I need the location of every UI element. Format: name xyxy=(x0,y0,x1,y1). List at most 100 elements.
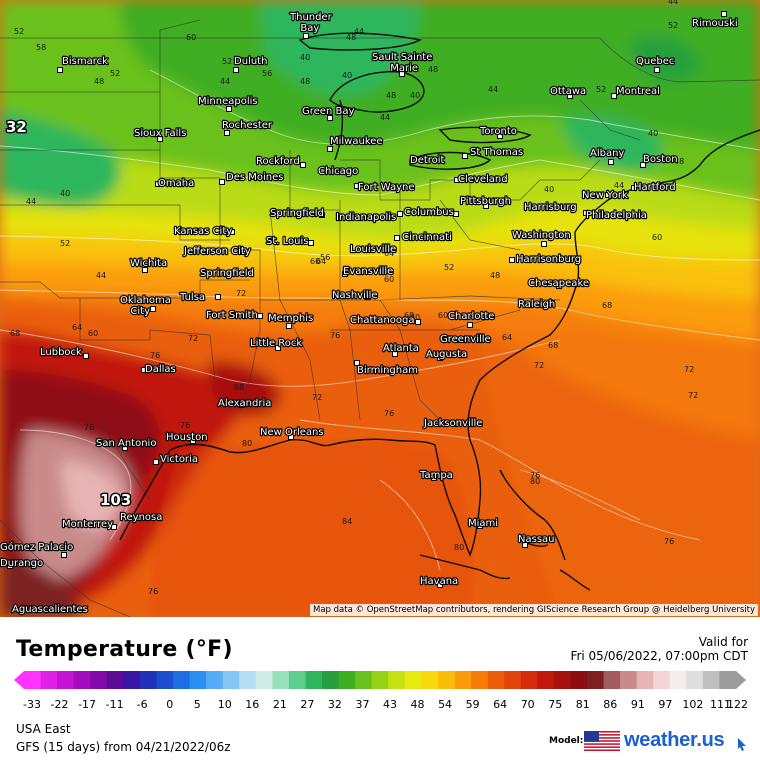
city-label: Rochester xyxy=(222,120,273,131)
colorbar-swatch xyxy=(603,671,621,689)
city-marker xyxy=(549,300,555,306)
city-marker xyxy=(303,33,309,39)
city-marker xyxy=(509,257,515,263)
city-marker xyxy=(365,294,371,300)
city-label: Fort Wayne xyxy=(358,182,415,193)
city-label: Augusta xyxy=(426,349,467,360)
colorbar-swatch xyxy=(189,671,207,689)
isotherm-label: 40 xyxy=(300,53,310,62)
city-marker xyxy=(436,157,442,163)
colorbar-tick-label: 64 xyxy=(493,698,507,711)
city-marker xyxy=(122,445,128,451)
model-label: Model: xyxy=(549,736,584,746)
city-label: Montreal xyxy=(616,86,660,97)
colorbar-tick-label: 91 xyxy=(631,698,645,711)
temperature-map[interactable]: 52 58 60 52 48 52 56 48 44 40 48 44 40 48 44 40 48 44 52 52… xyxy=(0,0,760,617)
city-label: Cincinnati xyxy=(402,232,452,243)
colorbar-swatch xyxy=(454,671,472,689)
city-label: Harrisburg xyxy=(524,202,577,213)
city-marker xyxy=(415,319,421,325)
city-marker xyxy=(7,563,13,569)
colorbar-tick-label: 111 xyxy=(710,698,731,711)
city-marker xyxy=(431,475,437,481)
colorbar-tick-label: 10 xyxy=(218,698,232,711)
isotherm-label: 40 xyxy=(410,91,420,100)
city-marker xyxy=(247,269,253,275)
city-label: Cleveland xyxy=(458,174,508,185)
city-label: Minneapolis xyxy=(198,96,258,107)
isotherm-label: 76 xyxy=(330,331,340,340)
isotherm-label: 64 xyxy=(72,323,82,332)
isotherm-label: 48 xyxy=(674,157,684,166)
colorbar-swatch xyxy=(123,671,141,689)
colorbar-swatch xyxy=(73,671,91,689)
city-label: Washington xyxy=(512,230,571,241)
city-marker xyxy=(640,162,646,168)
colorbar-swatch xyxy=(272,671,290,689)
city-label: Bismarck xyxy=(62,56,108,67)
city-marker xyxy=(354,360,360,366)
legend-title: Temperature (°F) xyxy=(16,637,233,662)
city-marker xyxy=(497,133,503,139)
city-marker xyxy=(437,355,443,361)
city-label: Reynosa xyxy=(120,512,162,523)
colorbar-tick-label: 27 xyxy=(300,698,314,711)
colorbar-swatch xyxy=(388,671,406,689)
city-marker xyxy=(308,240,314,246)
colorbar-swatch xyxy=(206,671,224,689)
city-label: Boston xyxy=(643,154,678,165)
isotherm-label: 52 xyxy=(14,27,24,36)
colorbar-swatch xyxy=(90,671,108,689)
city-marker xyxy=(384,246,390,252)
city-label: Monterrey xyxy=(62,519,113,530)
arrow-logo-icon xyxy=(738,738,746,751)
city-marker xyxy=(219,179,225,185)
isotherm-label: 68 xyxy=(548,341,558,350)
isotherm-label: 44 xyxy=(488,85,498,94)
isotherm-label: 72 xyxy=(534,361,544,370)
colorbar-tick-label: 16 xyxy=(245,698,259,711)
isotherm-label: 48 xyxy=(490,271,500,280)
colorbar-swatch xyxy=(586,671,605,689)
isotherm-label: 48 xyxy=(428,65,438,74)
city-label: Evansville xyxy=(343,266,393,277)
city-marker xyxy=(155,181,161,187)
colorbar-swatch xyxy=(471,671,489,689)
city-marker xyxy=(453,211,459,217)
isotherm-label: 52 xyxy=(110,69,120,78)
city-marker xyxy=(611,93,617,99)
city-marker xyxy=(605,192,611,198)
colorbar-tick-label: -11 xyxy=(106,698,124,711)
city-label: Jefferson City xyxy=(183,246,251,257)
city-label: Nashville xyxy=(332,290,378,301)
city-marker xyxy=(224,130,230,136)
isotherm-label: 56 xyxy=(320,253,330,262)
isotherm-label: 76 xyxy=(530,471,540,480)
map-attribution: Map data © OpenStreetMap contributors, r… xyxy=(310,604,758,616)
gulf-of-mexico xyxy=(150,330,760,617)
region-label: USA East xyxy=(16,722,71,736)
city-label: Harrisonburg xyxy=(516,254,581,265)
city-marker xyxy=(721,11,727,17)
colorbar-swatch xyxy=(355,671,373,689)
city-marker xyxy=(397,211,403,217)
city-marker xyxy=(190,438,196,444)
city-label: San Antonio xyxy=(96,438,156,449)
city-label: Chicago xyxy=(318,166,358,177)
colorbar-swatch xyxy=(139,671,158,689)
city-marker xyxy=(239,402,245,408)
city-label: Miami xyxy=(468,518,498,529)
colorbar-left-arrow xyxy=(14,671,24,689)
colorbar-swatch xyxy=(520,671,538,689)
city-marker xyxy=(153,459,159,465)
colorbar-right-arrow xyxy=(736,671,746,689)
brand-name[interactable]: weather.us xyxy=(624,729,725,751)
city-marker xyxy=(354,183,360,189)
colorbar-swatch xyxy=(421,671,439,689)
city-marker xyxy=(275,345,281,351)
isotherm-label: 52 xyxy=(596,85,606,94)
colorbar-swatch xyxy=(504,671,522,689)
colorbar-swatch xyxy=(702,671,721,689)
